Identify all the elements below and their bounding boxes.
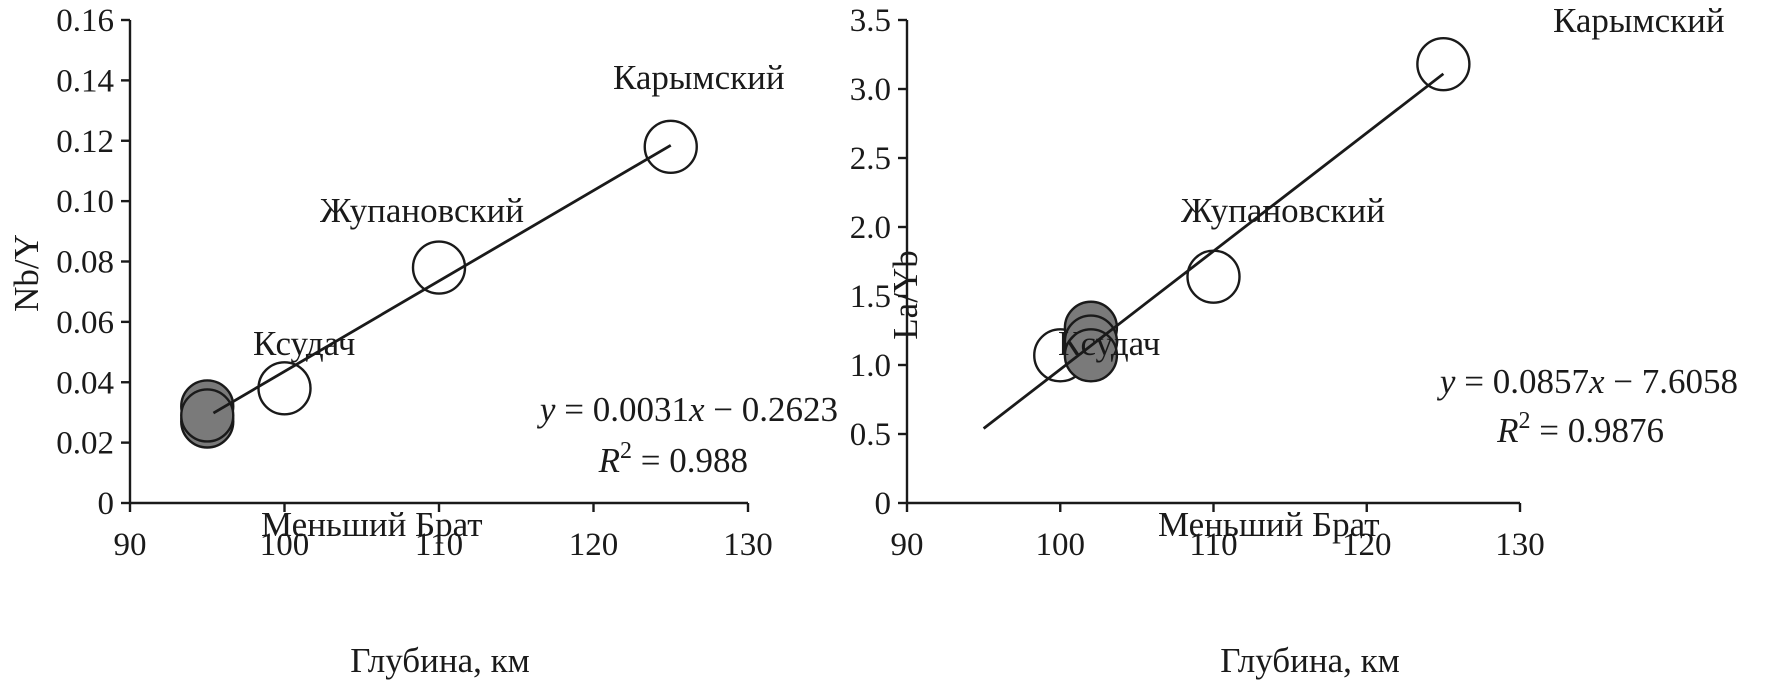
y-tick-label: 3.5 xyxy=(850,3,891,39)
x-axis-title: Глубина, км xyxy=(1220,641,1400,680)
x-tick-label: 90 xyxy=(891,527,924,563)
x-tick-label: 100 xyxy=(1036,527,1086,563)
annotation-ksudach: Ксудач xyxy=(1058,324,1160,363)
y-tick-label: 0.14 xyxy=(56,63,114,99)
x-tick-label: 130 xyxy=(1495,527,1545,563)
x-tick-label: 110 xyxy=(415,527,463,563)
annotation-menshiy-brat: Меньший Брат xyxy=(261,505,483,544)
r-squared: R2 = 0.9876 xyxy=(1496,408,1664,450)
y-tick-label: 1.0 xyxy=(850,348,891,384)
y-tick-label: 0 xyxy=(875,486,892,522)
y-tick-label: 0.12 xyxy=(56,124,114,160)
annotation-karymsky: Карымский xyxy=(1553,1,1725,40)
data-point-open xyxy=(411,240,467,295)
y-tick-label: 0.02 xyxy=(56,426,114,462)
y-tick-label: 0 xyxy=(98,486,115,522)
data-point-filled xyxy=(180,388,235,443)
x-tick-label: 100 xyxy=(260,527,310,563)
annotation-ksudach: Ксудач xyxy=(253,324,355,363)
regression-equation: y = 0.0031x − 0.2623 xyxy=(537,390,838,429)
data-point-open xyxy=(1416,36,1471,92)
y-axis-title: Nb/Y xyxy=(7,234,46,312)
regression-line xyxy=(212,144,672,415)
y-axis-title: La/Yb xyxy=(886,250,925,339)
y-tick-label: 0.5 xyxy=(850,417,891,453)
y-tick-label: 2.5 xyxy=(850,141,891,177)
regression-equation: y = 0.0857x − 7.6058 xyxy=(1437,362,1738,401)
annotation-zhupanovsky: Жупановский xyxy=(320,191,524,230)
y-tick-label: 0.06 xyxy=(56,305,114,341)
r-squared: R2 = 0.988 xyxy=(598,438,748,480)
y-tick-label: 2.0 xyxy=(850,210,891,246)
chart-la-yb: 0 0.5 1.0 1.5 2.0 2.5 3.0 3.5 90 100 110 120 130 La/… xyxy=(850,1,1738,680)
annotation-zhupanovsky: Жупановский xyxy=(1181,191,1385,230)
annotation-menshiy-brat: Меньший Брат xyxy=(1158,505,1380,544)
y-tick-label: 1.5 xyxy=(850,279,891,315)
data-point-open xyxy=(257,361,312,416)
y-tick-label: 0.08 xyxy=(56,245,114,281)
y-tick-label: 0.04 xyxy=(56,365,114,401)
x-axis-title: Глубина, км xyxy=(350,641,530,680)
x-tick-label: 90 xyxy=(114,527,147,563)
regression-line xyxy=(982,72,1445,430)
annotation-karymsky: Карымский xyxy=(613,58,785,97)
chart-nb-y: 0 0.02 0.04 0.06 0.08 0.10 0.12 0.14 0.16 90 100 11… xyxy=(7,3,838,680)
data-point-filled xyxy=(1063,328,1119,383)
data-point-open xyxy=(1186,249,1241,304)
y-tick-label: 3.0 xyxy=(850,72,891,108)
x-tick-label: 120 xyxy=(1342,527,1392,563)
y-tick-label: 0.10 xyxy=(56,184,114,220)
x-tick-label: 120 xyxy=(569,527,619,563)
y-tick-label: 0.16 xyxy=(56,3,114,39)
x-tick-label: 110 xyxy=(1189,527,1237,563)
x-tick-label: 130 xyxy=(723,527,773,563)
